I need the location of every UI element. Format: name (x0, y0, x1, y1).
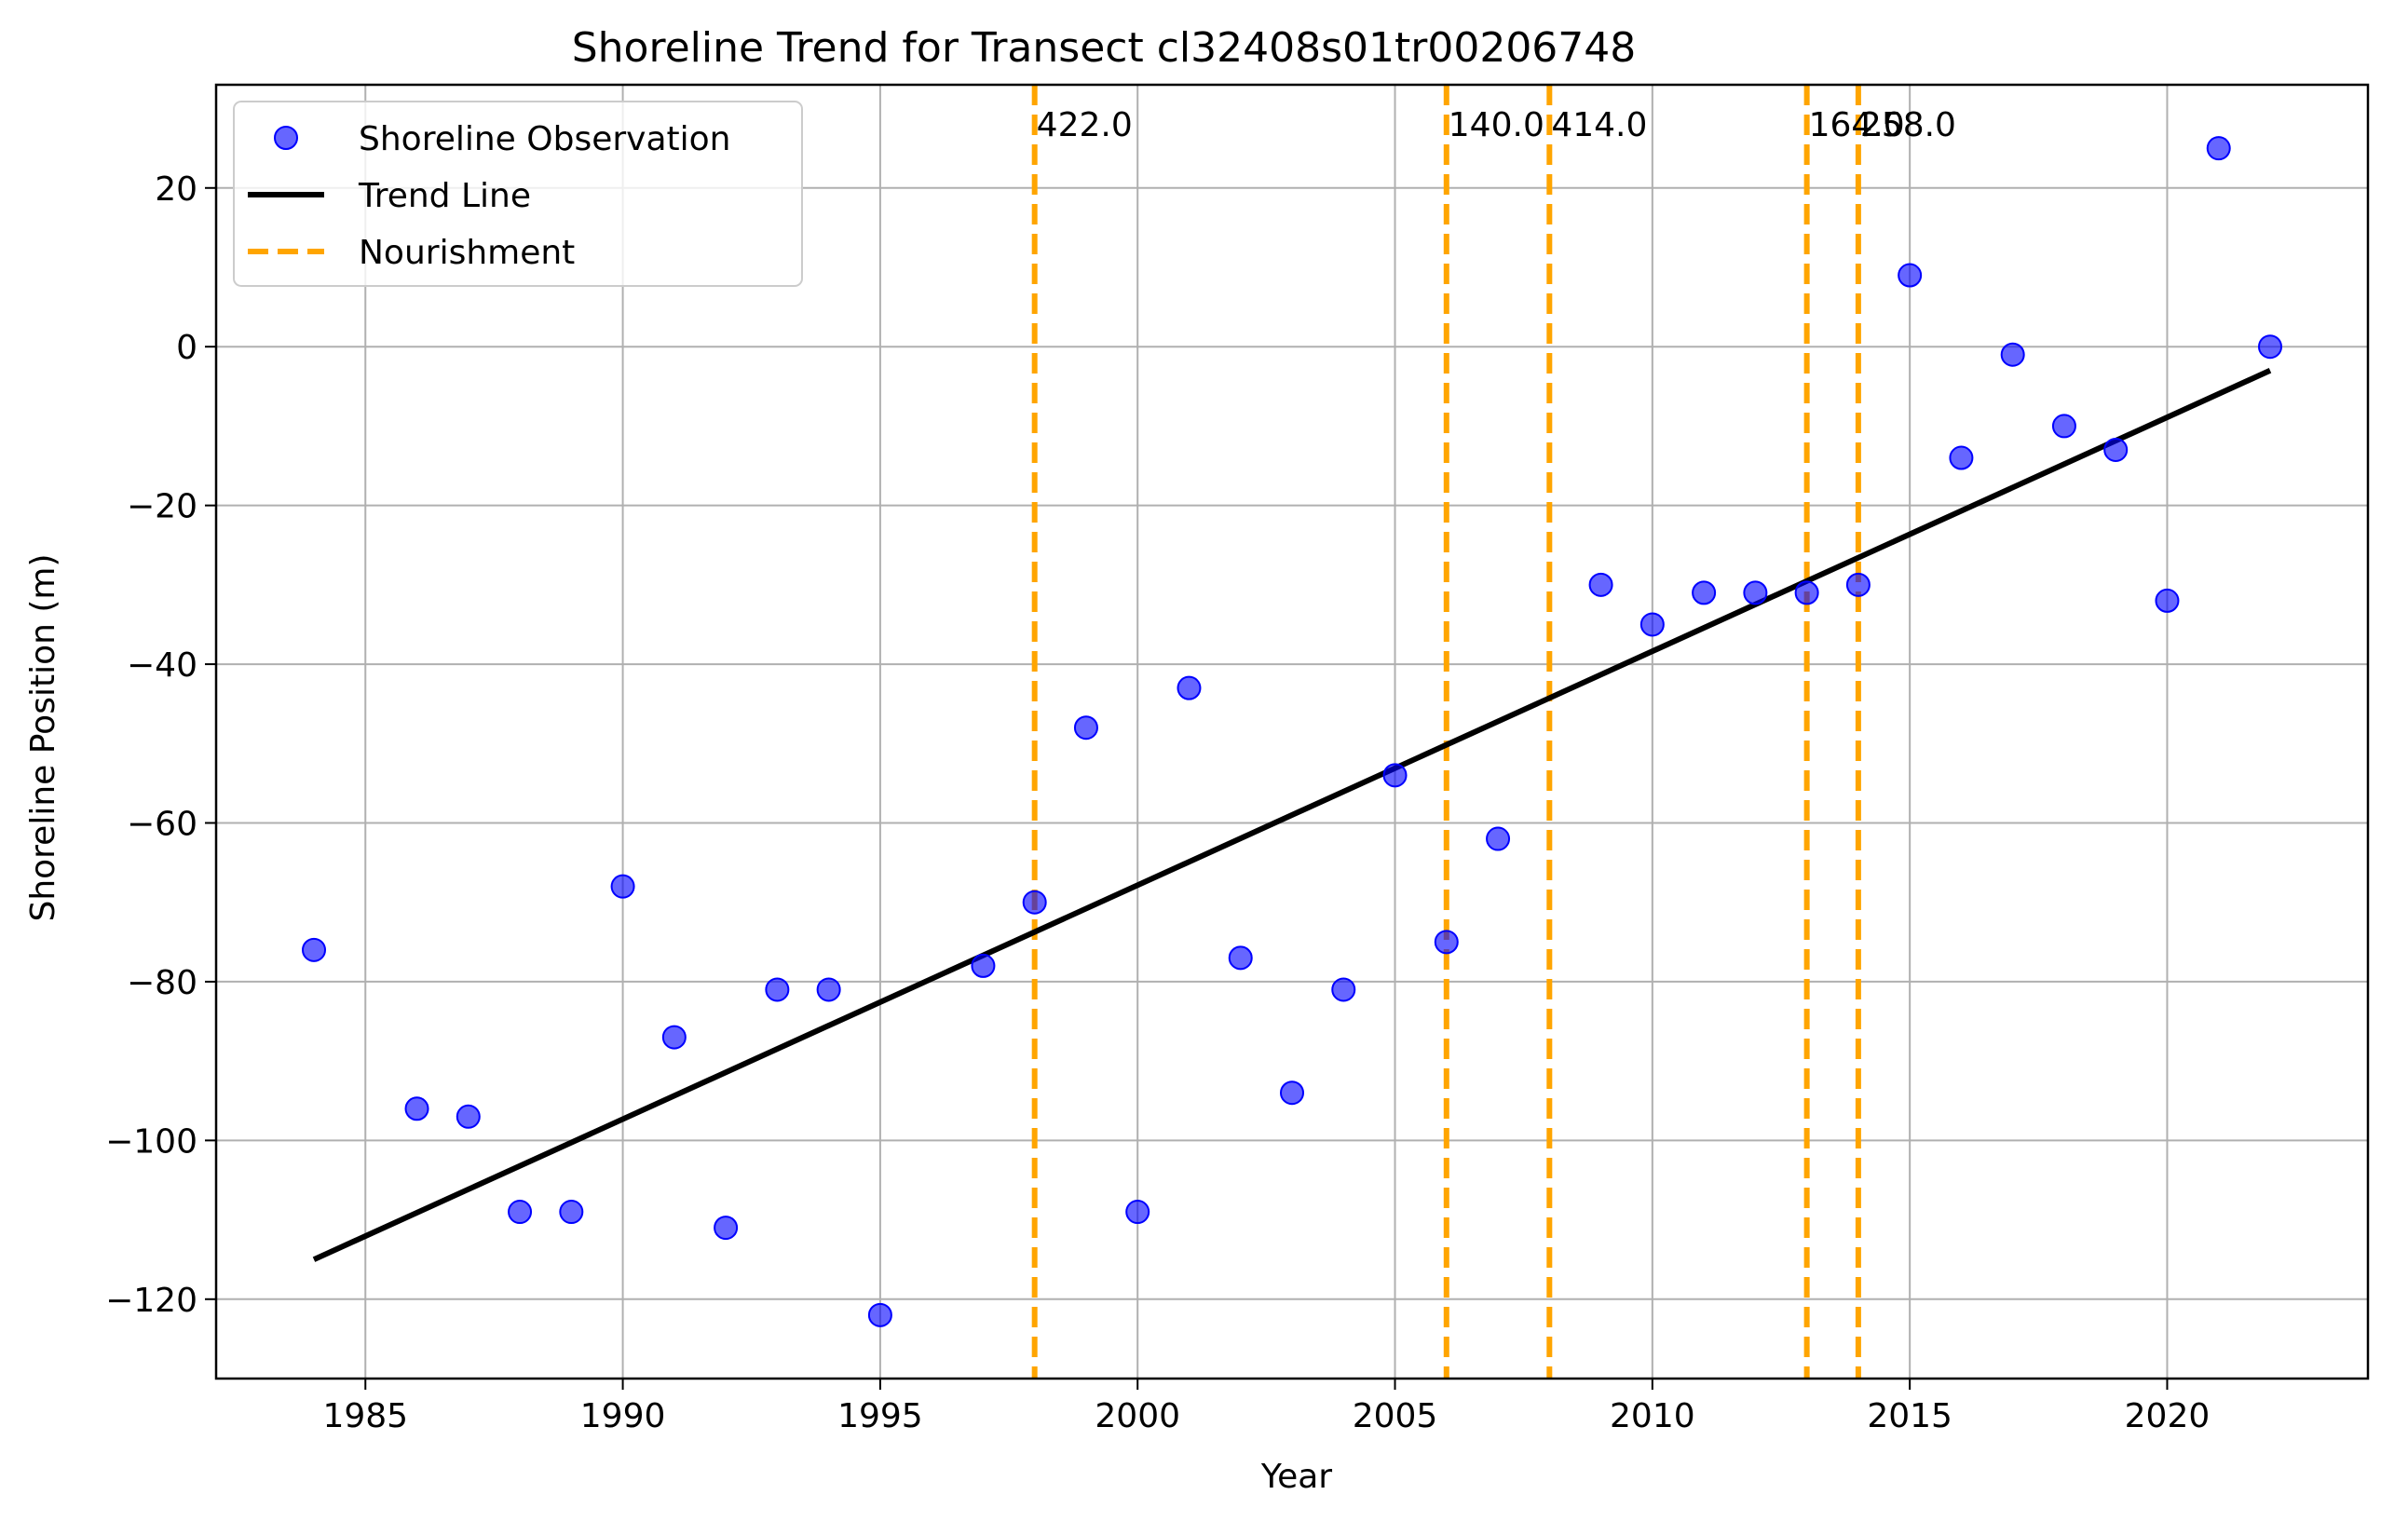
x-axis-ticks: 1985 1990 1995 2000 2005 2010 2015 2020 (322, 1379, 2210, 1435)
observation-point (508, 1200, 533, 1225)
plot-frame (214, 83, 2370, 1380)
x-axis-label: Year (1260, 1458, 1332, 1496)
observation-point (2103, 437, 2129, 462)
observation-point (1588, 572, 1613, 597)
y-axis-label: Shoreline Position (m) (24, 553, 62, 921)
x-tick-label: 2020 (2125, 1397, 2211, 1435)
observation-point (1486, 826, 1511, 851)
observation-point (456, 1104, 481, 1129)
legend-box (233, 101, 803, 287)
observation-point (1280, 1080, 1304, 1106)
observation-point (1382, 763, 1408, 788)
observation-point (1692, 580, 1717, 605)
legend-label-nourishment: Nourishment (359, 234, 575, 272)
observation-point (2000, 342, 2025, 367)
observation-point (765, 977, 790, 1002)
observation-point (610, 874, 635, 899)
observation-point (1898, 263, 1923, 288)
observation-point (1022, 890, 1047, 915)
observation-point (2051, 414, 2076, 439)
x-tick-label: 2005 (1353, 1397, 1438, 1435)
observation-point (816, 977, 841, 1002)
legend-marker-observation (274, 126, 298, 150)
observation-point (1639, 612, 1665, 637)
y-tick-label: −120 (105, 1282, 197, 1320)
observation-point (2155, 588, 2180, 613)
observation-point (404, 1096, 429, 1121)
nourishment-label: 140.0 (1449, 106, 1544, 144)
observation-point (2258, 334, 2282, 360)
trend-line-group (312, 368, 2272, 1262)
y-tick-label: 0 (176, 329, 197, 367)
y-tick-label: −20 (127, 488, 197, 526)
observation-point (714, 1216, 739, 1241)
observation-point (1949, 445, 1974, 470)
observation-point (559, 1200, 584, 1225)
x-tick-label: 1985 (322, 1397, 408, 1435)
x-tick-label: 2015 (1867, 1397, 1952, 1435)
observation-point (867, 1302, 892, 1327)
observation-point (2206, 136, 2231, 161)
y-tick-label: 20 (155, 170, 197, 209)
nourishment-lines (1031, 85, 1861, 1379)
observation-point (1743, 580, 1768, 605)
y-axis-ticks: −120 −100 −80 −60 −40 −20 0 20 (105, 170, 216, 1320)
observation-point (971, 953, 996, 978)
y-tick-label: −40 (127, 646, 197, 685)
observation-point (1177, 675, 1202, 700)
y-tick-label: −80 (127, 964, 197, 1002)
grid-lines (216, 85, 2368, 1379)
x-tick-label: 2000 (1095, 1397, 1180, 1435)
legend-label-observation: Shoreline Observation (359, 120, 730, 158)
observation-point (661, 1025, 687, 1050)
x-tick-label: 1995 (837, 1397, 923, 1435)
nourishment-label: 258.0 (1860, 106, 1956, 144)
y-tick-label: −60 (127, 805, 197, 843)
y-tick-label: −100 (105, 1122, 197, 1161)
observation-point (1845, 572, 1871, 597)
nourishment-label: 422.0 (1037, 106, 1133, 144)
observation-point (1228, 945, 1253, 971)
trend-line (312, 368, 2272, 1262)
observation-point (1073, 715, 1098, 741)
observation-point (1331, 977, 1356, 1002)
legend-label-trend: Trend Line (358, 177, 531, 215)
chart-title: Shoreline Trend for Transect cl32408s01t… (572, 24, 1637, 72)
observation-point (302, 937, 326, 962)
observation-points (302, 136, 2282, 1327)
nourishment-label: 414.0 (1551, 106, 1647, 144)
x-tick-label: 1990 (580, 1397, 666, 1435)
observation-point (1434, 930, 1459, 955)
x-tick-label: 2010 (1610, 1397, 1695, 1435)
observation-point (1794, 580, 1819, 605)
observation-point (1125, 1200, 1150, 1225)
legend: Shoreline Observation Trend Line Nourish… (233, 101, 803, 287)
nourishment-label: 164.0 (1809, 106, 1905, 144)
